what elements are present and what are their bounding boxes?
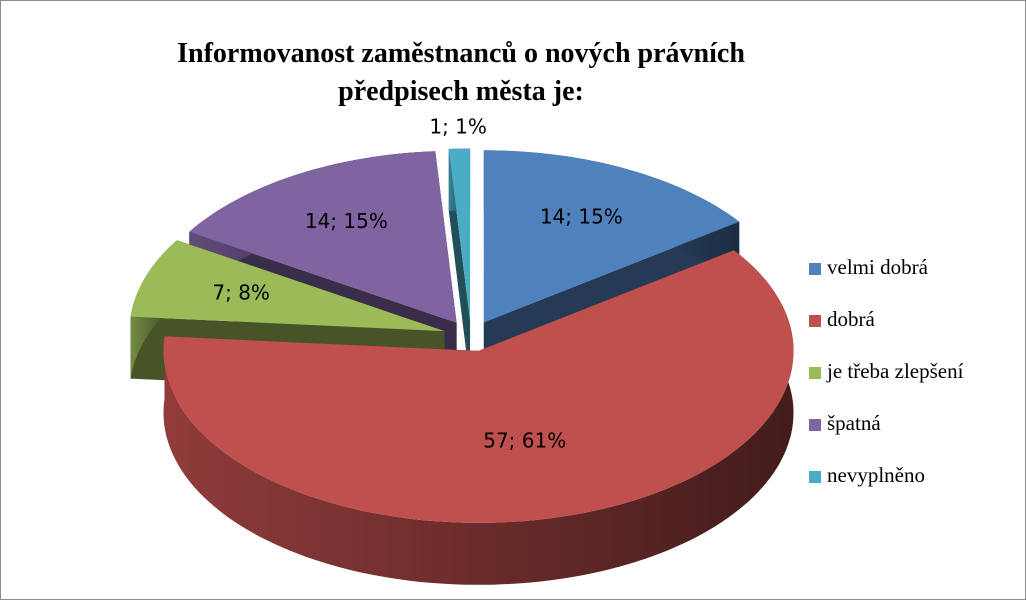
legend-label: je třeba zlepšení <box>826 359 964 383</box>
legend-label: nevyplněno <box>827 463 925 487</box>
legend-label: špatná <box>827 411 881 435</box>
slice-top <box>483 150 740 323</box>
data-label: 57; 61% <box>483 429 566 453</box>
data-label: 14; 15% <box>540 205 623 229</box>
legend-swatch <box>809 419 821 431</box>
slice-top <box>189 151 457 323</box>
slice-top <box>130 240 445 332</box>
slice-top <box>448 148 471 321</box>
slice-side <box>163 250 794 585</box>
legend-swatch <box>809 315 821 327</box>
chart-title: Informovanost zaměstnanců o nových právn… <box>177 38 752 107</box>
slice <box>448 148 471 383</box>
slice-top <box>163 250 794 523</box>
legend-label: velmi dobrá <box>827 255 929 279</box>
slice <box>163 250 794 585</box>
data-label: 1; 1% <box>429 115 487 139</box>
legend-swatch <box>809 471 821 483</box>
legend-swatch <box>809 263 821 275</box>
data-label: 14; 15% <box>305 209 388 233</box>
legend-label: dobrá <box>827 307 875 331</box>
legend-swatch <box>809 367 821 379</box>
data-label: 7; 8% <box>212 281 270 305</box>
